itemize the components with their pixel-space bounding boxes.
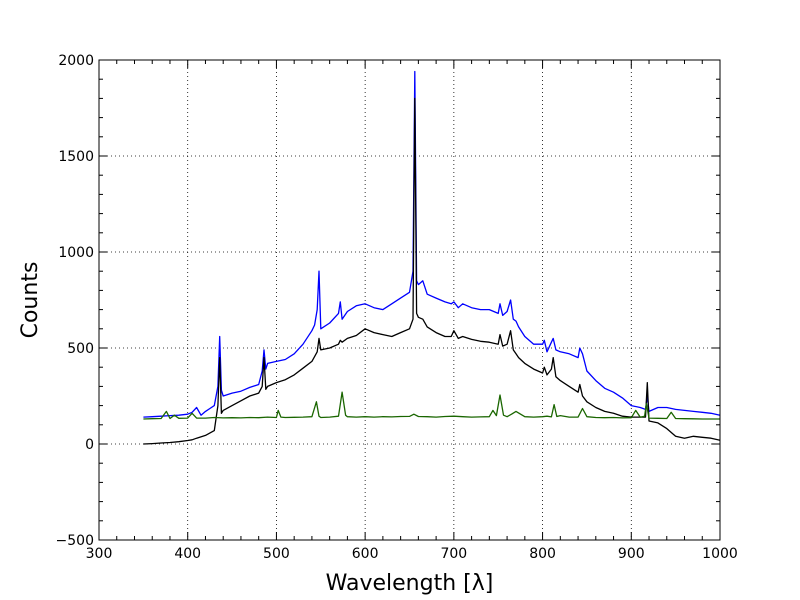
y-tick-label: 1000 (58, 245, 94, 261)
x-tick-label: 1000 (702, 546, 738, 562)
y-tick-label: 1500 (58, 149, 94, 165)
ticks (98, 59, 721, 541)
y-tick-label: 2000 (58, 53, 94, 69)
x-tick-label: 900 (618, 546, 645, 562)
y-tick-label: 0 (85, 437, 94, 453)
y-axis-title: Counts (18, 262, 43, 339)
tick-labels: 300 400 500 600 700 800 900 1000 −500 0 500 1000 150… (56, 53, 738, 562)
x-tick-label: 300 (86, 546, 113, 562)
series-line-black (143, 97, 721, 445)
x-tick-label: 800 (529, 546, 556, 562)
grid-lines (99, 60, 720, 540)
x-tick-label: 500 (263, 546, 290, 562)
x-tick-label: 400 (174, 546, 201, 562)
series-line-green (143, 391, 720, 420)
x-tick-label: 700 (440, 546, 467, 562)
plot-area (99, 60, 720, 540)
x-axis-title: Wavelength [λ] (326, 571, 494, 596)
x-tick-label: 600 (352, 546, 379, 562)
y-tick-label: −500 (56, 533, 94, 549)
series-layer (143, 70, 721, 445)
series-line-blue (143, 70, 721, 418)
y-tick-label: 500 (67, 341, 94, 357)
plot-frame (98, 59, 721, 541)
